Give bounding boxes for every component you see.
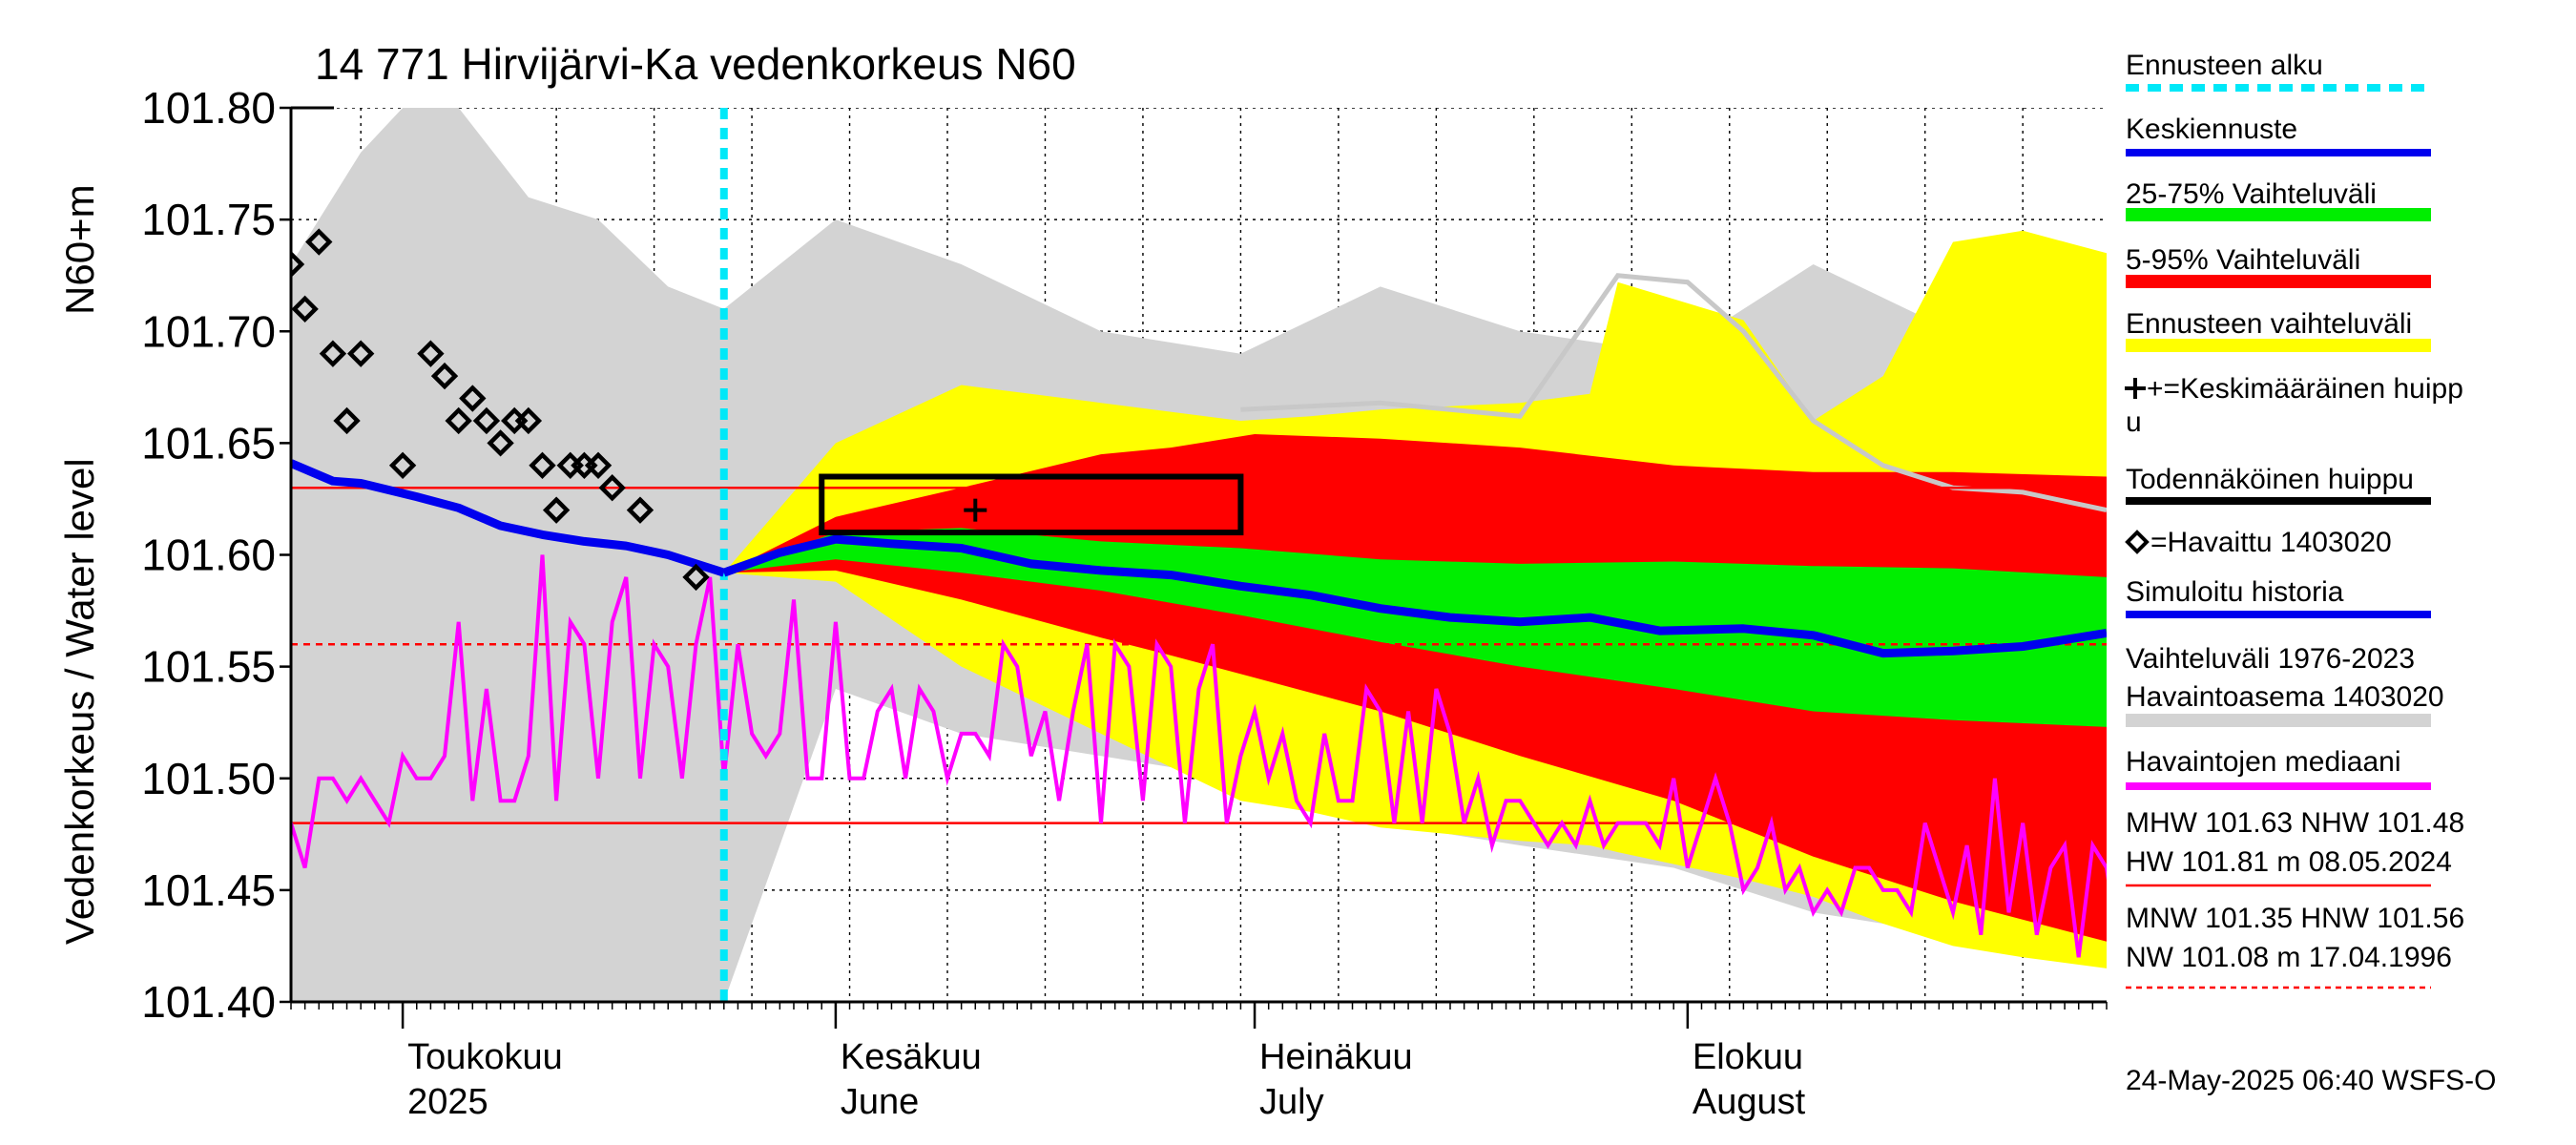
reference-lines [291,486,2107,824]
y-axis-label: Vedenkorkeus / Water level [57,458,102,945]
legend-label: Ennusteen alku [2126,50,2323,81]
legend-label: 5-95% Vaihteluväli [2126,244,2360,276]
legend-label: +=Keskimääräinen huipp [2147,373,2463,405]
y-tick-label: 101.70 [141,306,276,356]
axes [280,106,2108,1029]
observed-point [305,228,333,256]
legend-stats-hw: HW 101.81 m 08.05.2024 [2126,846,2452,878]
legend-label: Ennusteen vaihteluväli [2126,308,2412,340]
observed-point [584,451,613,479]
median-forecast-line [722,534,2107,658]
y-tick-label: 101.55 [141,642,276,692]
observed-point [417,340,445,367]
observed-median-line [291,554,2107,958]
timestamp: 24-May-2025 06:40 WSFS-O [2126,1065,2497,1096]
plot-area [291,108,2107,1002]
observed-point [459,385,487,412]
probable-peak-box [819,473,1244,536]
observed-point [487,429,514,457]
legend-label: Keskiennuste [2126,114,2297,145]
legend-label: Vaihteluväli 1976-2023 [2126,643,2415,675]
legend-label: Simuloitu historia [2126,576,2344,608]
observed-point [291,295,319,323]
x-month-sublabel: June [841,1082,919,1122]
history-station-line [1240,273,2107,513]
legend-stats-nw: NW 101.08 m 17.04.1996 [2126,942,2452,973]
x-month-label: Elokuu [1693,1037,1803,1077]
observed-point [682,563,710,592]
observed-point [626,496,654,524]
y-tick-label: 101.50 [141,754,276,803]
legend-label: =Havaittu 1403020 [2150,527,2392,558]
y-tick-label: 101.60 [141,531,276,580]
y-tick-label: 101.65 [141,418,276,468]
y-tick-label: 101.45 [141,865,276,915]
simulated-history-line [291,459,726,577]
legend-label: u [2126,406,2142,438]
observed-point [291,250,305,279]
x-month-sublabel: August [1693,1082,1806,1122]
legend-diamond [2125,530,2150,554]
observed-point [430,362,459,390]
mean-peak-marker [964,498,987,522]
observed-point [514,406,543,435]
observed-points [291,228,710,592]
legend-label: Havaintoasema 1403020 [2126,681,2444,713]
observed-point [472,406,501,435]
y-tick-label: 101.75 [141,195,276,244]
band-25-75 [723,528,2107,727]
x-month-sublabel: 2025 [407,1082,488,1122]
x-month-label: Toukokuu [407,1037,563,1077]
y-tick-labels: 101.40 101.45 101.50 101.55 101.60 101.65 101.… [141,83,276,1027]
observed-point [333,406,361,435]
observed-point [529,451,556,479]
observed-point [388,451,417,479]
observed-point [445,406,472,435]
observed-point [347,340,375,367]
x-month-label: Kesäkuu [841,1037,982,1077]
x-month-sublabel: July [1259,1082,1324,1122]
chart-title: 14 771 Hirvijärvi-Ka vedenkorkeus N60 [315,39,1076,89]
legend-label: Havaintojen mediaani [2126,746,2401,778]
y-tick-label: 101.40 [141,977,276,1027]
x-month-label: Heinäkuu [1259,1037,1413,1077]
legend-label: 25-75% Vaihteluväli [2126,178,2377,210]
y-tick-label: 101.80 [141,83,276,133]
observed-point [598,474,626,502]
y-axis-unit-label: N60+m [57,184,102,315]
observed-point [319,340,347,367]
x-tick-labels: Toukokuu 2025 Kesäkuu June Heinäkuu July Eloku… [407,1037,1805,1122]
legend: Ennusteen alku Keskiennuste 25-75% Vaihtel… [2125,50,2497,1096]
legend-label: Todennäköinen huippu [2126,464,2414,495]
legend-stats-mnw: MNW 101.35 HNW 101.56 [2126,903,2464,934]
legend-stats-mhw: MHW 101.63 NHW 101.48 [2126,807,2464,839]
observed-point [542,496,571,524]
